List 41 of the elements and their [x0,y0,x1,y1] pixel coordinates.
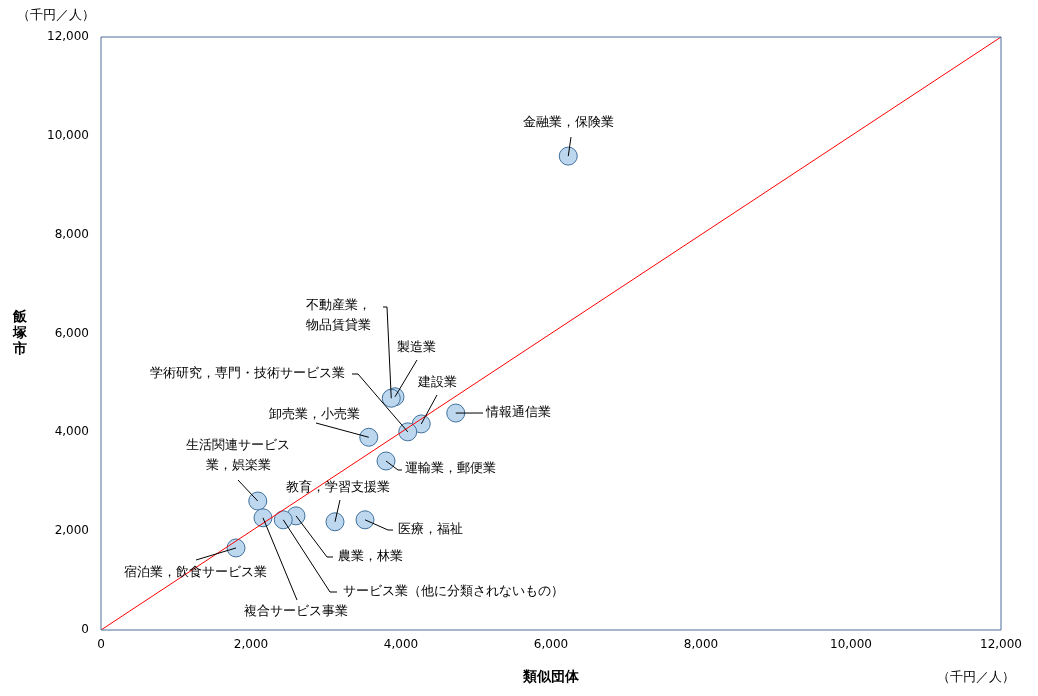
y-tick-label: 6,000 [54,325,89,340]
y-tick-label: 12,000 [47,29,89,44]
x-tick-label: 12,000 [980,637,1022,652]
y-tick-label: 8,000 [54,226,89,241]
x-tick-label: 0 [97,637,105,652]
point [325,512,345,532]
annotation: 教育，学習支援業 [286,479,390,495]
x-tick-label: 10,000 [830,637,872,652]
annotation: 情報通信業 [485,404,551,420]
y-tick-label: 10,000 [47,127,89,142]
annotation: サービス業（他に分類されないもの） [343,583,564,599]
annotation: 医療，福祉 [398,521,463,537]
x-tick-label: 4,000 [383,637,419,652]
point [558,146,578,166]
text: （千円／人） [937,669,1015,685]
annotation: 農業，林業 [338,548,403,564]
x-tick-label: 6,000 [533,637,569,652]
annotation: 卸売業，小売業 [268,406,360,422]
point [446,403,466,423]
point [376,451,396,471]
y-tick-label: 2,000 [54,523,89,538]
annotation: 宿泊業，飲食サービス業 [123,564,267,580]
point [248,491,268,511]
annotation: 不動産業，物品賃貸業 [305,297,371,333]
point [359,427,379,447]
annotation: 複合サービス事業 [244,603,348,619]
annotation: 建設業 [416,374,457,390]
point [273,510,293,530]
x-tick-label: 2,000 [233,637,269,652]
point [355,510,375,530]
annotation: 金融業，保険業 [522,114,614,130]
annotation: 運輸業，郵便業 [405,460,496,476]
x-axis-title: 類似団体 [522,667,580,684]
text: （千円／人） [17,7,95,23]
annotation: 学術研究，専門・技術サービス業 [150,365,345,381]
annotation: 生活関連サービス業，娯楽業 [186,437,290,473]
y-tick-label: 0 [81,622,89,637]
y-tick-label: 4,000 [54,424,89,439]
x-tick-label: 8,000 [683,637,719,652]
annotation: 製造業 [396,339,436,355]
y-axis-title: 飯塚市 [12,308,28,357]
